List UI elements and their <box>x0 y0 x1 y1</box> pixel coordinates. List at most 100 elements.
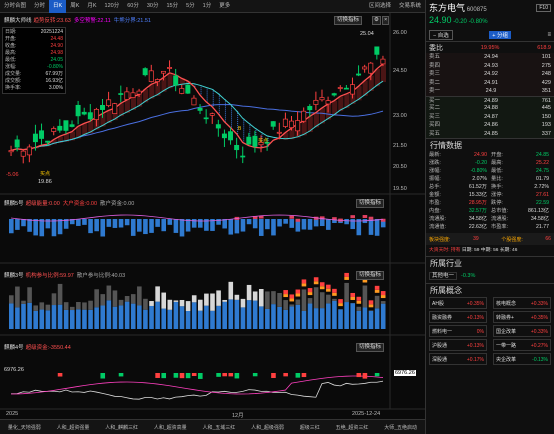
info-key: 换手率: <box>5 85 22 91</box>
trend-band-up <box>179 78 185 86</box>
strategy-tab[interactable]: 人和_麒麟三红 <box>105 424 138 431</box>
concept-item[interactable]: 转融券+ +0.35% <box>493 311 551 323</box>
candle-body <box>349 84 355 95</box>
concept-item[interactable]: 融资融券 +0.13% <box>429 311 487 323</box>
sub1-bar <box>319 219 325 227</box>
sub2-bar-grey <box>313 287 319 309</box>
period-tab[interactable]: 15分 <box>166 2 179 9</box>
trend-band-up <box>356 86 362 101</box>
sub2-bar-grey <box>191 295 197 303</box>
sub2-bar-red <box>307 288 313 293</box>
concept-row: 沪股通 +0.13% 一带一路 +0.27% <box>426 338 554 352</box>
f10-button[interactable]: F10 <box>536 3 551 12</box>
concept-item[interactable]: 国企改革 +0.33% <box>493 325 551 337</box>
quote-row: 总手: 61.52万 换手: 2.72% <box>426 183 554 191</box>
sub1-switch-button[interactable]: 切换指标 <box>356 199 385 208</box>
sub1-bar <box>155 219 160 227</box>
sub2-bar-blue <box>9 303 14 329</box>
period-tab[interactable]: 60分 <box>127 2 139 9</box>
sub2-bar-red <box>344 272 349 277</box>
info-row: 开盘: 24.48 <box>5 36 63 43</box>
legend-item: 多空预警:22.11 <box>73 18 111 24</box>
candle-body <box>57 125 63 131</box>
concept-item[interactable]: 沪股通 +0.13% <box>429 339 487 351</box>
x-axis-start: 2025 <box>6 411 19 417</box>
period-tab[interactable]: 更多 <box>219 2 231 9</box>
bottom-strategy-tabs: 量化_天地强弱 人和_超资强量 人和_麒麟三红 人和_超资高量 人和_五域三红 人和_超级… <box>0 419 425 434</box>
period-tab[interactable]: 5分 <box>186 2 195 9</box>
sub2-bar-grey <box>332 298 337 301</box>
info-row: 最高: 24.98 <box>5 50 63 57</box>
sub2-bar-blue <box>332 300 337 329</box>
sub1-bar <box>210 219 215 231</box>
sub1-bar <box>258 219 264 236</box>
order-row: 买三 24.87 150 <box>426 112 554 121</box>
concept-item[interactable]: 央企改革 -0.13% <box>493 353 551 365</box>
strategy-tab[interactable]: 五绝_超资三红 <box>335 424 369 431</box>
quote-label: 内盘: <box>429 208 441 214</box>
chart-area[interactable]: 分时合图 分时 日K 周K 月K 120分 60分 30分 15分 5分 1分 更多 区间选择 交易系统 … <box>0 0 425 434</box>
chart-canvas[interactable] <box>0 13 425 418</box>
period-tab[interactable]: 月K <box>87 2 97 9</box>
watchlist-button[interactable]: − 自选 <box>429 29 453 40</box>
period-tab[interactable]: 30分 <box>146 2 159 9</box>
strategy-tab[interactable]: 人和_五域三红 <box>202 424 236 431</box>
industry-item[interactable]: 其他电一 -0.3% <box>426 269 554 283</box>
quote-label: 涨跌: <box>429 160 441 166</box>
toolbar-action[interactable]: 区间选择 <box>368 2 391 9</box>
quote-label: 开盘: <box>491 152 503 158</box>
sub2-switch-button[interactable]: 切换指标 <box>356 271 385 280</box>
trend-band-up <box>33 147 39 149</box>
quote-value: 2.07% <box>472 176 487 182</box>
strategy-tab[interactable]: 大师_五绝启动 <box>384 424 418 431</box>
concept-item[interactable]: 深股通 +0.17% <box>429 353 487 365</box>
sub2-bar-grey <box>252 291 258 301</box>
strategy-tab[interactable]: 人和_超级强弱 <box>251 424 284 431</box>
sub2-bar-blue <box>307 303 313 329</box>
sub3-left-value: 6976.26 <box>4 367 24 373</box>
concept-item[interactable]: 一带一路 +0.27% <box>493 339 551 351</box>
trend-band-up <box>313 112 319 128</box>
strategy-tab[interactable]: 人和_超资强量 <box>56 424 90 431</box>
settings-icon[interactable]: ⚙ <box>372 16 381 25</box>
concept-name: 融资融券 <box>432 315 453 321</box>
period-tab[interactable]: 1分 <box>202 2 212 9</box>
add-group-button[interactable]: + 分组 <box>489 30 511 39</box>
quote-value: 27.61 <box>536 192 549 198</box>
concept-item[interactable]: 核电概念 +0.33% <box>493 297 551 309</box>
candle-body <box>289 120 294 128</box>
strategy-tab[interactable]: 人和_超资高量 <box>153 424 187 431</box>
period-tab[interactable]: 120分 <box>104 2 120 9</box>
period-tab[interactable]: 日K <box>49 0 67 13</box>
sub2-bar-grey <box>15 286 20 308</box>
strategy-tab[interactable]: 超级三红 <box>299 424 320 431</box>
sector-strength-value: 39 <box>473 236 479 242</box>
concept-item[interactable]: AH股 +0.35% <box>429 297 487 309</box>
period-tab[interactable]: 分时合图 <box>4 2 27 9</box>
menu-icon[interactable]: ≡ <box>547 31 551 38</box>
info-value: 16.93亿 <box>45 78 63 84</box>
sub2-bar-red <box>338 299 343 304</box>
order-volume: 445 <box>541 105 551 111</box>
strategy-tab[interactable]: 量化_天地强弱 <box>7 424 41 431</box>
sub2-bar-blue <box>100 305 106 329</box>
order-price: 24.92 <box>484 71 498 77</box>
sub3-switch-button[interactable]: 切换指标 <box>356 343 385 352</box>
trend-band-up <box>106 110 112 124</box>
sub2-bar-grey <box>57 283 63 305</box>
main-switch-indicator-button[interactable]: 切换指标 <box>334 16 363 25</box>
sub2-bar-grey <box>374 295 380 309</box>
quote-value: 24.75 <box>536 168 549 174</box>
sub2-bar-grey <box>51 293 57 306</box>
sub2-bar-blue <box>210 310 215 329</box>
candle-body <box>362 66 368 70</box>
period-tab[interactable]: 分时 <box>34 2 46 9</box>
period-tab[interactable]: 周K <box>70 2 80 9</box>
toolbar-action[interactable]: 交易系统 <box>398 2 421 9</box>
sub1-bar <box>137 219 142 232</box>
close-icon[interactable]: × <box>382 16 390 25</box>
period-toolbar: 分时合图 分时 日K 周K 月K 120分 60分 30分 15分 5分 1分 更多 区间选择 交易系统 <box>0 0 425 13</box>
sub2-bar-blue <box>185 310 191 329</box>
concept-item[interactable]: 燃料电一 0% <box>429 325 487 337</box>
sub3-bar <box>356 373 362 378</box>
